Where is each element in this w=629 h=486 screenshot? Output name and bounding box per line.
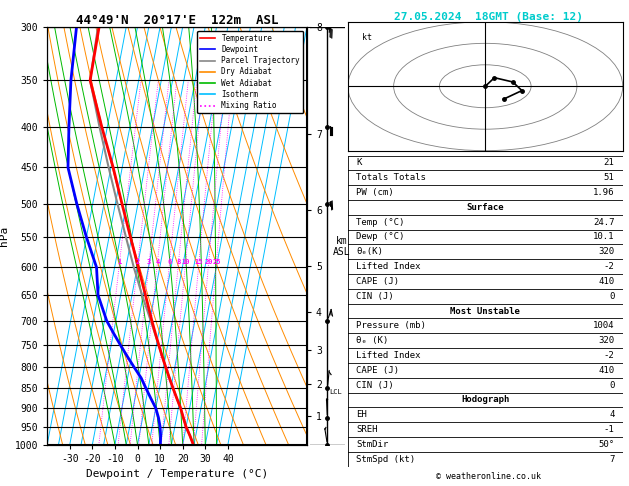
- Text: PW (cm): PW (cm): [356, 188, 394, 197]
- Text: 51: 51: [604, 173, 615, 182]
- Text: 1.96: 1.96: [593, 188, 615, 197]
- Text: 4: 4: [155, 259, 160, 264]
- Text: 21: 21: [604, 158, 615, 167]
- Text: Temp (°C): Temp (°C): [356, 218, 404, 226]
- X-axis label: Dewpoint / Temperature (°C): Dewpoint / Temperature (°C): [86, 469, 268, 479]
- Text: Totals Totals: Totals Totals: [356, 173, 426, 182]
- Text: 10: 10: [181, 259, 190, 264]
- Y-axis label: km
ASL: km ASL: [333, 236, 350, 257]
- Text: 7: 7: [609, 455, 615, 464]
- Text: 6: 6: [167, 259, 172, 264]
- Text: Lifted Index: Lifted Index: [356, 351, 421, 360]
- Text: 3: 3: [147, 259, 152, 264]
- Text: StmDir: StmDir: [356, 440, 388, 449]
- Text: 320: 320: [598, 336, 615, 345]
- Text: SREH: SREH: [356, 425, 377, 434]
- Text: Surface: Surface: [467, 203, 504, 212]
- Text: 27.05.2024  18GMT (Base: 12): 27.05.2024 18GMT (Base: 12): [394, 12, 583, 22]
- Text: 0: 0: [609, 292, 615, 301]
- Text: CIN (J): CIN (J): [356, 381, 394, 390]
- Text: θₑ (K): θₑ (K): [356, 336, 388, 345]
- Text: 20: 20: [204, 259, 213, 264]
- Text: 15: 15: [195, 259, 203, 264]
- Text: 320: 320: [598, 247, 615, 256]
- Text: CAPE (J): CAPE (J): [356, 277, 399, 286]
- Text: LCL: LCL: [329, 388, 342, 395]
- Text: θₑ(K): θₑ(K): [356, 247, 383, 256]
- Text: 410: 410: [598, 277, 615, 286]
- Title: 44°49'N  20°17'E  122m  ASL: 44°49'N 20°17'E 122m ASL: [76, 14, 278, 27]
- Text: © weatheronline.co.uk: © weatheronline.co.uk: [436, 472, 541, 481]
- Text: Most Unstable: Most Unstable: [450, 307, 520, 315]
- Text: kt: kt: [362, 33, 372, 42]
- Text: 410: 410: [598, 366, 615, 375]
- Text: 8: 8: [177, 259, 181, 264]
- Text: Hodograph: Hodograph: [461, 396, 509, 404]
- Text: 1004: 1004: [593, 321, 615, 330]
- Text: CAPE (J): CAPE (J): [356, 366, 399, 375]
- Legend: Temperature, Dewpoint, Parcel Trajectory, Dry Adiabat, Wet Adiabat, Isotherm, Mi: Temperature, Dewpoint, Parcel Trajectory…: [197, 31, 303, 113]
- Y-axis label: hPa: hPa: [0, 226, 9, 246]
- Text: 2: 2: [136, 259, 140, 264]
- Text: Pressure (mb): Pressure (mb): [356, 321, 426, 330]
- Text: -1: -1: [604, 425, 615, 434]
- Text: CIN (J): CIN (J): [356, 292, 394, 301]
- Text: 1: 1: [118, 259, 122, 264]
- Text: -2: -2: [604, 262, 615, 271]
- Text: 25: 25: [212, 259, 221, 264]
- Text: -2: -2: [604, 351, 615, 360]
- Text: K: K: [356, 158, 362, 167]
- Text: StmSpd (kt): StmSpd (kt): [356, 455, 415, 464]
- Text: 4: 4: [609, 410, 615, 419]
- Text: 10.1: 10.1: [593, 232, 615, 242]
- Text: 50°: 50°: [598, 440, 615, 449]
- Text: Lifted Index: Lifted Index: [356, 262, 421, 271]
- Text: EH: EH: [356, 410, 367, 419]
- Text: 0: 0: [609, 381, 615, 390]
- Text: 24.7: 24.7: [593, 218, 615, 226]
- Text: Dewp (°C): Dewp (°C): [356, 232, 404, 242]
